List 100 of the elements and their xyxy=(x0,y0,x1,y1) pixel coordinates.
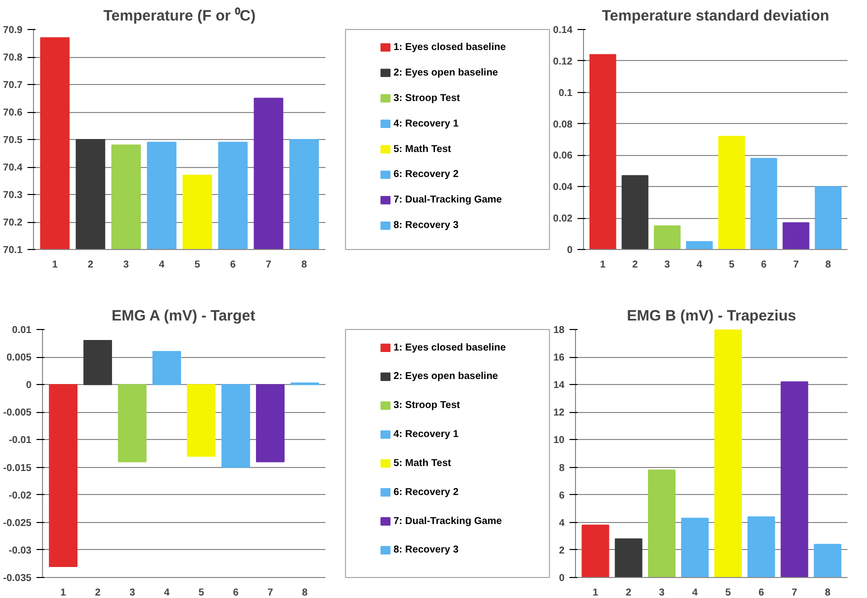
y-tick-label: 70.2 xyxy=(3,218,23,228)
x-tick-label: 5 xyxy=(194,260,201,270)
x-tick-label: 8 xyxy=(825,260,832,270)
y-tick-label: 0.12 xyxy=(553,56,573,68)
x-tick-label: 5 xyxy=(728,260,735,270)
x-tick-label: 1 xyxy=(60,588,66,598)
category-label: 3: Stroop Test xyxy=(394,92,461,104)
bar xyxy=(686,241,713,250)
y-tick-label: 0 xyxy=(558,573,565,584)
category-label: 8: Recovery 3 xyxy=(394,544,459,556)
category-label: 5: Math Test xyxy=(394,144,452,155)
y-tick-label: 0 xyxy=(26,380,32,392)
y-tick-label: 0.02 xyxy=(553,214,573,225)
y-tick-label: 0.08 xyxy=(553,119,573,130)
x-tick-label: 7 xyxy=(266,260,272,270)
category-label: 6: Recovery 2 xyxy=(394,169,459,180)
x-tick-label: 7 xyxy=(792,588,798,598)
y-tick-label: 0.01 xyxy=(12,325,32,336)
category-label: 7: Dual-Tracking Game xyxy=(394,516,502,527)
y-tick-label: -0.015 xyxy=(3,462,32,474)
y-tick-label: 10 xyxy=(553,435,565,446)
category-label: 1: Eyes closed baseline xyxy=(394,42,506,53)
x-tick-label: 3 xyxy=(658,588,665,598)
x-tick-label: 2 xyxy=(626,588,632,598)
bar xyxy=(582,524,610,578)
y-tick-label: 0.04 xyxy=(553,182,573,194)
x-tick-label: 8 xyxy=(824,588,831,598)
x-tick-label: 4 xyxy=(158,260,165,270)
y-tick-label: 8 xyxy=(558,462,565,474)
y-tick-label: 70.9 xyxy=(3,25,23,36)
bar xyxy=(714,330,742,578)
bar xyxy=(750,158,778,250)
y-tick-label: 0 xyxy=(566,245,573,256)
category-label: 2: Eyes open baseline xyxy=(394,67,498,78)
x-tick-label: 1 xyxy=(52,260,58,270)
category-label: 5: Math Test xyxy=(394,458,452,469)
bar xyxy=(681,518,709,578)
bar xyxy=(256,384,285,462)
category-label: 6: Recovery 2 xyxy=(394,486,459,498)
bar xyxy=(48,384,78,567)
y-tick-label: 16 xyxy=(553,352,565,364)
bar xyxy=(718,136,745,250)
y-tick-label: -0.025 xyxy=(3,518,32,529)
chart-title: EMG B (mV) - Trapezius xyxy=(626,308,796,324)
y-tick-label: 0.1 xyxy=(558,88,573,99)
bar xyxy=(648,470,676,578)
bar xyxy=(152,351,182,386)
y-tick-label: 12 xyxy=(553,408,565,419)
x-tick-label: 7 xyxy=(793,260,800,270)
y-tick-label: 70.6 xyxy=(3,108,23,118)
x-tick-label: 5 xyxy=(725,588,732,598)
x-tick-label: 3 xyxy=(123,260,130,270)
bar xyxy=(814,544,842,578)
y-tick-label: 4 xyxy=(558,518,565,529)
bar xyxy=(782,222,810,250)
x-tick-label: 4 xyxy=(692,588,698,598)
y-tick-label: 70.5 xyxy=(3,135,23,146)
x-tick-label: 4 xyxy=(696,260,703,270)
x-tick-label: 2 xyxy=(632,260,638,270)
y-tick-label: 14 xyxy=(553,380,565,392)
bar xyxy=(118,384,147,462)
y-tick-label: 70.4 xyxy=(3,162,23,174)
x-tick-label: 3 xyxy=(664,260,670,270)
bar xyxy=(654,225,681,250)
chart-title: EMG A (mV) - Target xyxy=(112,308,256,324)
x-tick-label: 5 xyxy=(198,588,204,598)
bar xyxy=(780,381,808,578)
y-tick-label: -0.03 xyxy=(8,545,32,556)
x-tick-label: 8 xyxy=(302,588,308,598)
x-tick-label: 1 xyxy=(600,260,606,270)
bar xyxy=(622,175,648,250)
category-label: 3: Stroop Test xyxy=(394,400,461,412)
y-tick-label: 18 xyxy=(553,325,565,336)
chart-title: Temperature (F or ⁰C) xyxy=(103,6,256,24)
y-tick-label: 0.06 xyxy=(553,150,573,162)
x-tick-label: 3 xyxy=(129,588,136,598)
category-label: 4: Recovery 1 xyxy=(394,429,459,440)
y-tick-label: -0.005 xyxy=(3,408,32,419)
bar xyxy=(747,516,776,578)
y-tick-label: -0.02 xyxy=(8,490,32,502)
category-label: 8: Recovery 3 xyxy=(394,220,459,232)
y-tick-label: 0.005 xyxy=(6,352,32,364)
x-tick-label: 6 xyxy=(758,588,764,598)
chart-title: Temperature standard deviation xyxy=(602,8,830,24)
x-tick-label: 2 xyxy=(94,588,101,598)
x-tick-label: 2 xyxy=(88,260,94,270)
x-tick-label: 7 xyxy=(268,588,274,598)
x-tick-label: 4 xyxy=(164,588,170,598)
y-tick-label: 2 xyxy=(558,545,565,556)
category-label: 2: Eyes open baseline xyxy=(394,371,498,382)
category-label: 4: Recovery 1 xyxy=(394,118,459,130)
y-tick-label: 70.7 xyxy=(3,80,23,91)
category-label: 7: Dual-Tracking Game xyxy=(394,194,502,206)
y-tick-label: 70.1 xyxy=(3,245,23,256)
bar xyxy=(186,384,216,457)
y-tick-label: 0.14 xyxy=(553,25,573,36)
category-label: 1: Eyes closed baseline xyxy=(394,342,506,354)
x-tick-label: 6 xyxy=(230,260,236,270)
bar xyxy=(589,54,616,250)
y-tick-label: 70.8 xyxy=(3,52,23,64)
